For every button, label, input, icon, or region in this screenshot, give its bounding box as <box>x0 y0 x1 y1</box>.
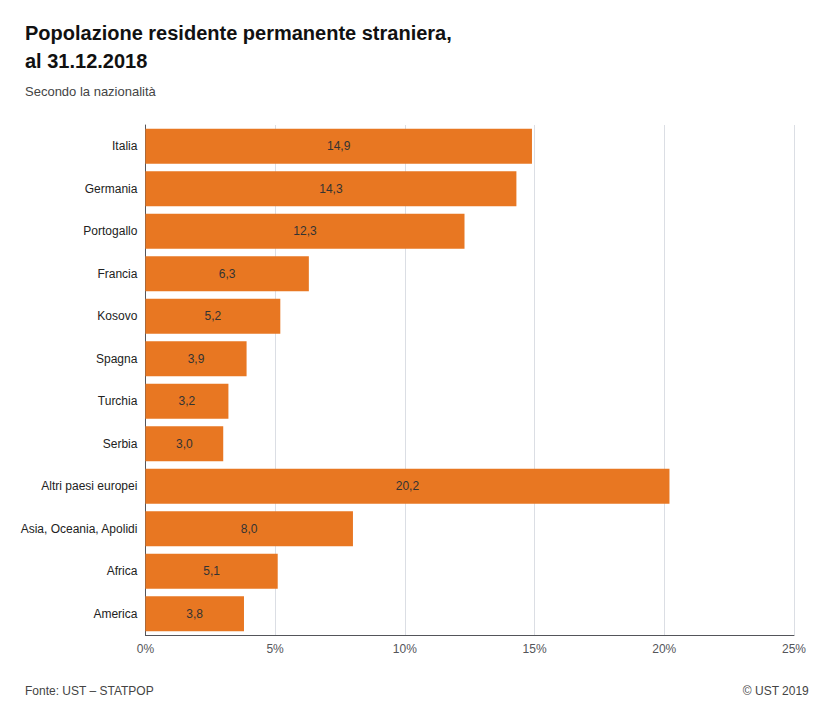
svg-text:Francia: Francia <box>97 267 137 281</box>
svg-text:Spagna: Spagna <box>96 352 138 366</box>
svg-text:8,0: 8,0 <box>241 522 258 536</box>
svg-text:Portogallo: Portogallo <box>83 224 137 238</box>
svg-text:© UST 2019: © UST 2019 <box>743 684 809 698</box>
svg-text:America: America <box>93 607 137 621</box>
svg-text:6,3: 6,3 <box>219 267 236 281</box>
svg-text:5,1: 5,1 <box>203 564 220 578</box>
svg-text:5,2: 5,2 <box>205 309 222 323</box>
svg-text:25%: 25% <box>782 642 806 656</box>
svg-text:Kosovo: Kosovo <box>97 309 137 323</box>
svg-text:0%: 0% <box>137 642 155 656</box>
svg-text:Asia, Oceania, Apolidi: Asia, Oceania, Apolidi <box>21 522 138 536</box>
svg-text:Turchia: Turchia <box>98 394 138 408</box>
svg-text:3,2: 3,2 <box>179 394 196 408</box>
svg-text:Popolazione residente permanen: Popolazione residente permanente stranie… <box>25 22 452 44</box>
svg-text:5%: 5% <box>266 642 284 656</box>
svg-text:al 31.12.2018: al 31.12.2018 <box>25 50 147 72</box>
svg-text:20%: 20% <box>652 642 676 656</box>
svg-text:Serbia: Serbia <box>103 437 138 451</box>
svg-text:3,8: 3,8 <box>186 607 203 621</box>
svg-text:20,2: 20,2 <box>396 479 420 493</box>
svg-text:3,0: 3,0 <box>176 437 193 451</box>
svg-text:Fonte: UST – STATPOP: Fonte: UST – STATPOP <box>25 684 154 698</box>
svg-text:Germania: Germania <box>85 182 138 196</box>
svg-text:10%: 10% <box>393 642 417 656</box>
svg-text:15%: 15% <box>523 642 547 656</box>
svg-text:14,3: 14,3 <box>319 182 343 196</box>
svg-text:Africa: Africa <box>107 564 138 578</box>
svg-text:Italia: Italia <box>112 139 138 153</box>
svg-text:14,9: 14,9 <box>327 139 351 153</box>
svg-text:3,9: 3,9 <box>188 352 205 366</box>
svg-text:12,3: 12,3 <box>293 224 317 238</box>
svg-text:Altri paesi europei: Altri paesi europei <box>41 479 137 493</box>
svg-text:Secondo la nazionalità: Secondo la nazionalità <box>25 84 157 99</box>
